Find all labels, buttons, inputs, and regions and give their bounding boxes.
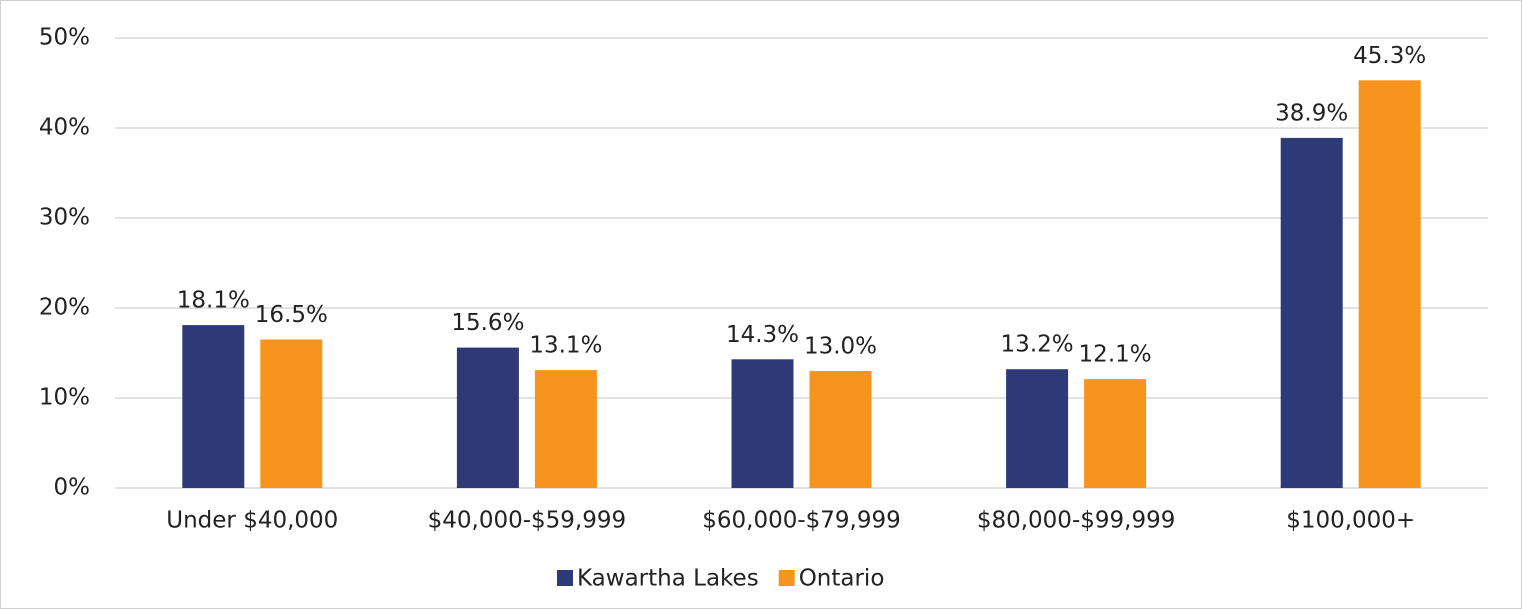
x-tick-label: $80,000-$99,999	[977, 508, 1176, 534]
x-tick-label: $40,000-$59,999	[428, 508, 627, 534]
data-label: 16.5%	[255, 302, 328, 328]
legend-label: Ontario	[799, 566, 885, 592]
legend-swatch	[778, 570, 795, 586]
legend-label: Kawartha Lakes	[577, 566, 759, 592]
y-tick-label: 20%	[39, 295, 90, 321]
data-label: 38.9%	[1275, 100, 1348, 126]
legend-swatch	[557, 570, 573, 586]
data-label: 45.3%	[1353, 43, 1426, 69]
data-label: 13.2%	[1001, 332, 1074, 358]
bar	[809, 371, 872, 488]
bar	[1006, 369, 1069, 488]
bar	[534, 370, 597, 488]
x-tick-label: Under $40,000	[166, 508, 338, 534]
bar	[260, 339, 323, 488]
data-label: 12.1%	[1079, 342, 1152, 368]
data-label: 14.3%	[726, 322, 799, 348]
y-tick-label: 40%	[39, 115, 90, 141]
x-tick-label: $60,000-$79,999	[702, 508, 901, 534]
y-tick-label: 30%	[39, 205, 90, 231]
data-label: 15.6%	[451, 310, 524, 336]
bar	[1280, 137, 1343, 488]
y-tick-label: 10%	[39, 385, 90, 411]
y-tick-label: 50%	[39, 25, 90, 51]
bar	[1084, 379, 1147, 488]
data-label: 18.1%	[177, 288, 250, 314]
x-tick-label: $100,000+	[1286, 508, 1415, 534]
y-tick-label: 0%	[54, 475, 91, 501]
data-label: 13.1%	[529, 333, 602, 359]
bar	[182, 325, 245, 488]
bar	[456, 347, 519, 488]
data-label: 13.0%	[804, 334, 877, 360]
bar	[1358, 80, 1421, 489]
bar	[731, 359, 794, 488]
